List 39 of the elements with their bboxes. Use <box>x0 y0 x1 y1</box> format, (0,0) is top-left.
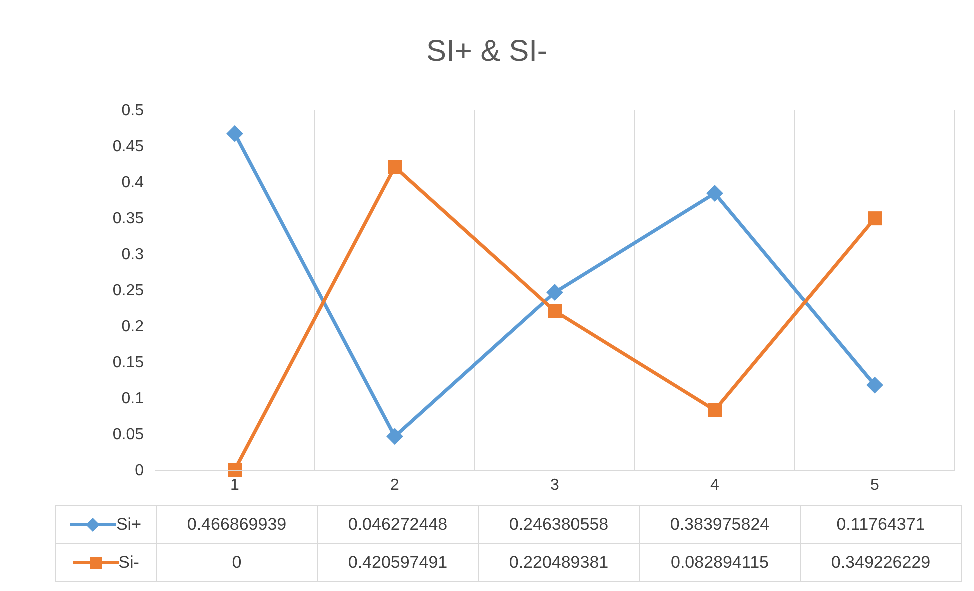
data-label: 0.420597491 <box>318 544 478 582</box>
point <box>388 160 402 174</box>
x-tick-label: 3 <box>550 477 560 494</box>
point <box>706 185 724 202</box>
y-tick-label: 0.15 <box>112 354 144 372</box>
y-tick-label: 0.45 <box>112 138 144 156</box>
point <box>866 376 884 394</box>
x-tick-label: 5 <box>870 477 880 494</box>
point <box>868 212 882 226</box>
x-tick-label: 1 <box>230 477 240 494</box>
y-tick-label: 0.1 <box>122 390 144 408</box>
data-label: 0.246380558 <box>478 506 640 544</box>
data-label: 0 <box>156 544 318 582</box>
y-tick-label: 0.2 <box>122 318 144 336</box>
y-tick-label: 0.25 <box>112 282 144 300</box>
y-tick-label: 0 <box>135 462 144 480</box>
x-tick-label: 4 <box>710 477 720 494</box>
y-tick-label: 0.05 <box>112 426 144 444</box>
legend-label: Si+ <box>116 514 142 534</box>
y-tick-label: 0.35 <box>112 210 144 228</box>
data-label: 0.466869939 <box>156 506 318 544</box>
y-tick-label: 0.4 <box>122 174 144 192</box>
chart-title: SI+ & SI- <box>426 35 548 68</box>
point <box>708 403 722 418</box>
point <box>546 284 564 302</box>
point <box>228 463 242 477</box>
data-label: 0.11764371 <box>800 506 962 544</box>
point <box>386 428 404 446</box>
data-label: 0.046272448 <box>318 506 478 544</box>
data-label: 0.082894115 <box>640 544 800 582</box>
point <box>226 125 244 142</box>
data-label: 0.383975824 <box>640 506 800 544</box>
x-tick-label: 2 <box>390 477 400 494</box>
y-tick-label: 0.5 <box>122 102 144 120</box>
legend-label: Si- <box>118 552 140 572</box>
y-tick-label: 0.3 <box>122 246 144 264</box>
data-label: 0.349226229 <box>800 544 962 582</box>
data-label: 0.220489381 <box>478 544 640 582</box>
point <box>548 304 562 318</box>
